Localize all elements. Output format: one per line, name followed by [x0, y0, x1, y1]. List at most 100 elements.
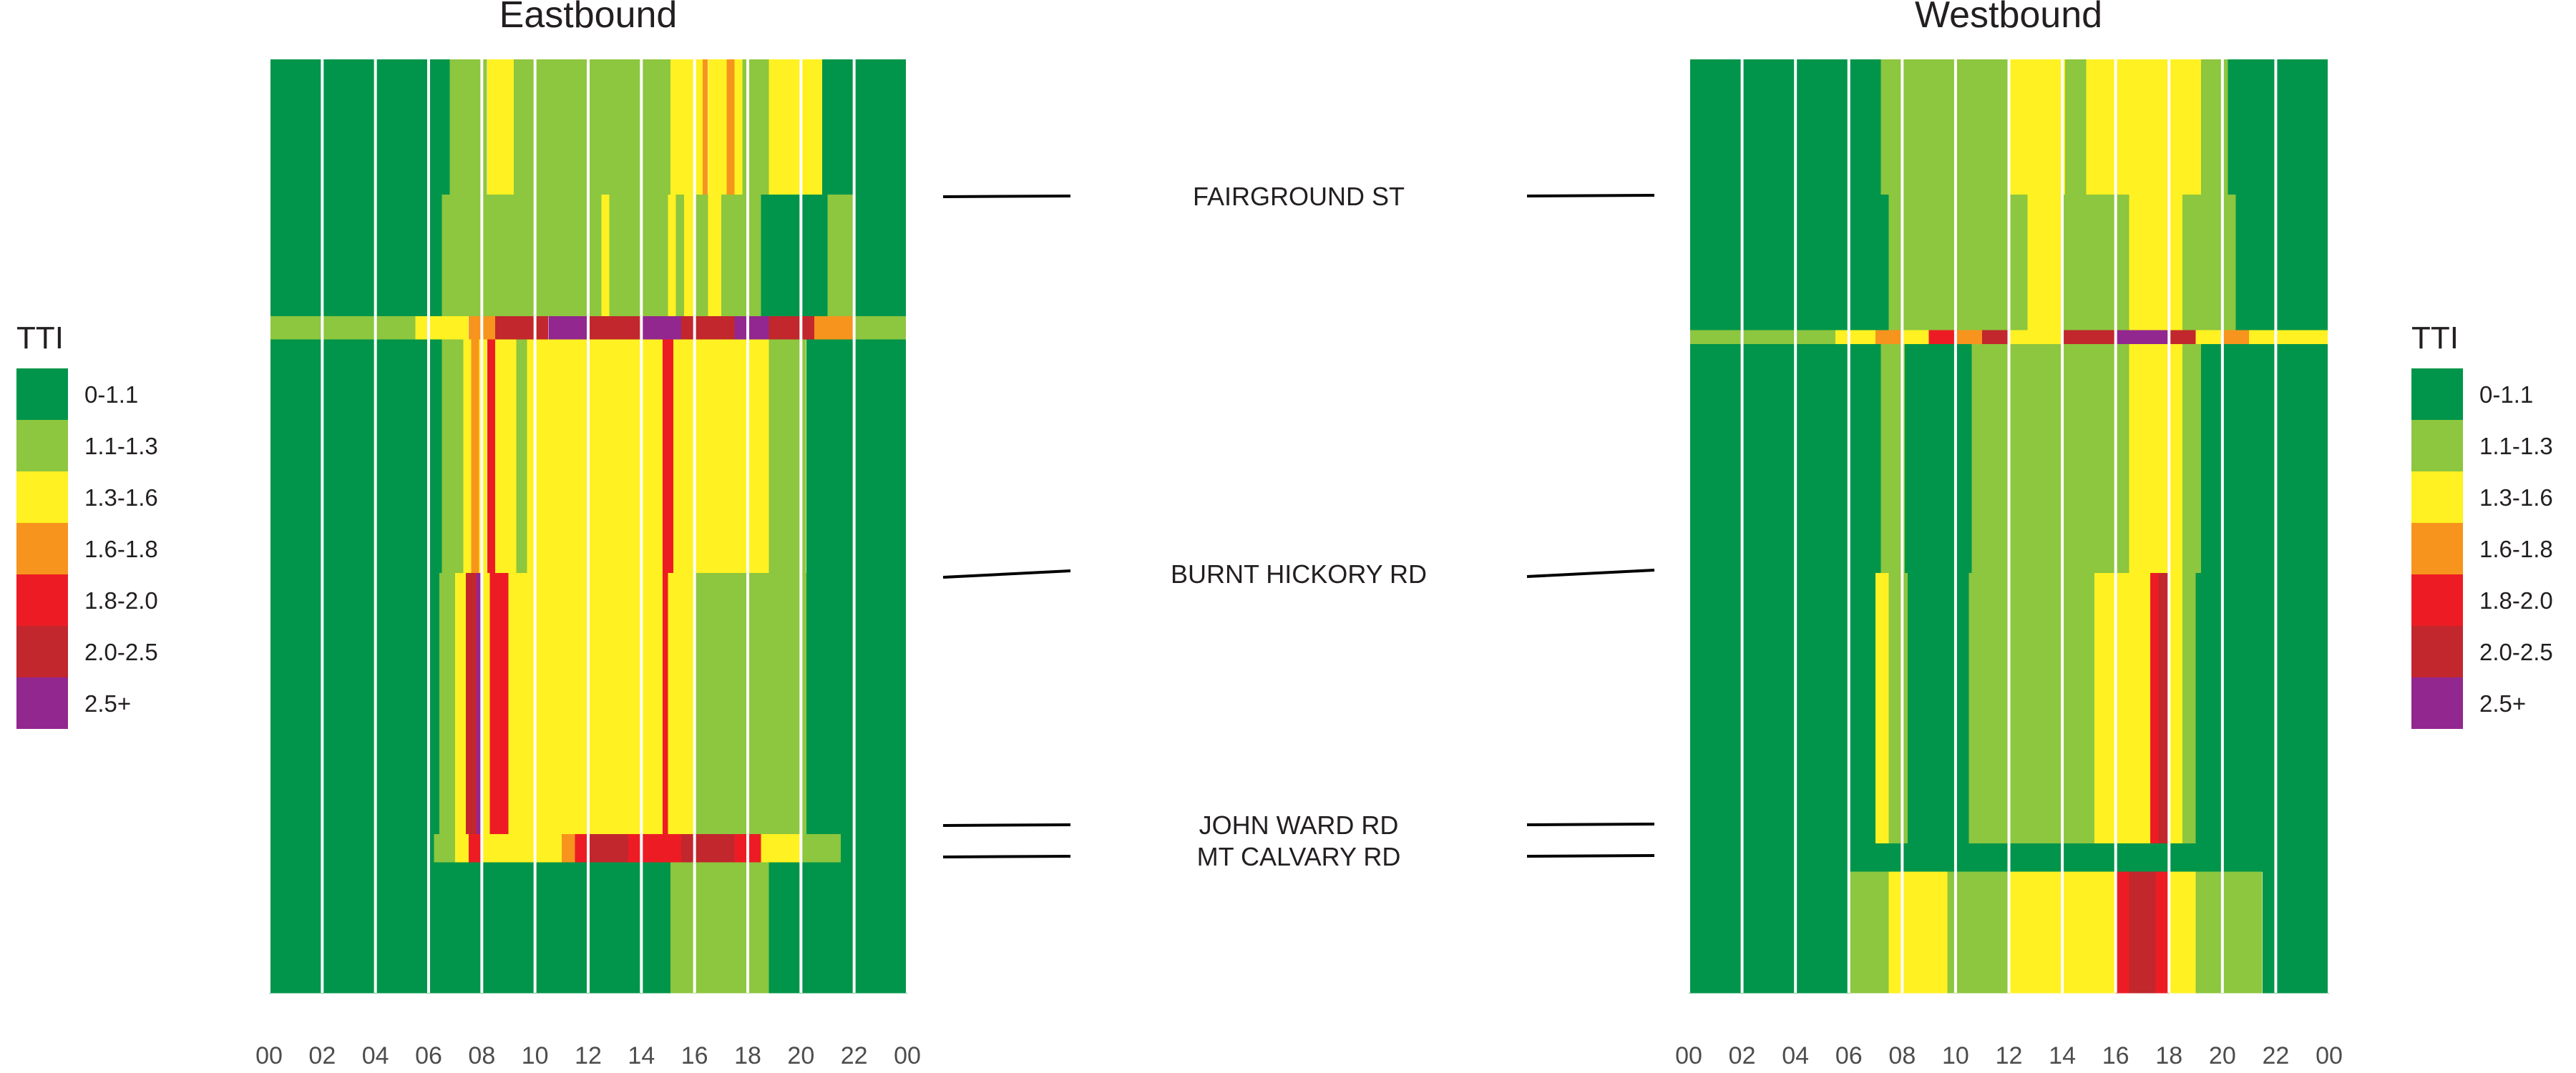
x-tick-label: 14 — [628, 1042, 655, 1069]
heatmap-cell — [468, 834, 482, 863]
heatmap-cell — [668, 572, 695, 835]
heatmap-cell — [2009, 330, 2063, 345]
heatmap-cell — [2182, 572, 2196, 844]
heatmap-cell — [471, 339, 479, 574]
legend-swatch — [2411, 574, 2463, 626]
legend-label: 1.1-1.3 — [84, 433, 158, 459]
heatmap-cell — [482, 834, 562, 863]
legend-label: 1.3-1.6 — [2479, 484, 2553, 511]
legend-label: 2.0-2.5 — [2479, 639, 2553, 665]
heatmap-cell — [670, 59, 703, 195]
legend-label: 2.5+ — [84, 690, 131, 717]
heatmap-cell — [434, 315, 469, 340]
heatmap-cell — [2195, 572, 2329, 844]
heatmap-cell — [761, 834, 801, 863]
heatmap-cell — [1971, 344, 2129, 574]
x-tick-label: 12 — [1996, 1042, 2023, 1069]
legend-label: 1.8-2.0 — [2479, 587, 2553, 614]
landmark-fairground-st: FAIRGROUND ST — [942, 182, 1655, 211]
panel-westbound: Westbound 00 02 04 06 08 10 12 14 16 18 20 22 00 — [1675, 0, 2343, 1069]
legend-swatch — [16, 471, 68, 523]
heatmap-cell — [2155, 871, 2170, 994]
heatmap-cell — [269, 572, 439, 835]
heatmap-cell — [2169, 871, 2196, 994]
heatmap-cell — [1968, 572, 2094, 844]
legend-label: 1.8-2.0 — [84, 587, 158, 614]
heatmap-cell — [769, 315, 814, 340]
landmark-label: BURNT HICKORY RD — [1171, 559, 1427, 589]
heatmap-cell — [1689, 871, 1849, 994]
heatmap-cell — [2027, 195, 2063, 330]
heatmap-cell — [734, 59, 743, 195]
heatmap-cell — [683, 195, 695, 317]
panel-title: Eastbound — [499, 0, 678, 36]
panel-title: Westbound — [1915, 0, 2102, 36]
heatmap-cell — [1905, 344, 1972, 574]
landmark-label: FAIRGROUND ST — [1193, 182, 1405, 211]
heatmap-cell — [1955, 330, 1983, 345]
x-tick-label: 06 — [1835, 1042, 1863, 1069]
heatmap-cell — [494, 339, 517, 574]
legend-label: 0-1.1 — [2479, 381, 2533, 408]
heatmap-cell — [2129, 195, 2182, 330]
landmark-mt-calvary-rd: MT CALVARY RD — [942, 842, 1655, 871]
legend-swatch — [16, 523, 68, 574]
heatmap-cell — [2228, 59, 2329, 195]
heatmap-cell — [2182, 344, 2201, 574]
heatmap-cell — [668, 195, 676, 317]
heatmap-cell — [516, 339, 527, 574]
heatmap-cell — [721, 195, 761, 317]
heatmap-cell — [2062, 195, 2129, 330]
legend-swatch — [2411, 420, 2463, 471]
x-tick-label: 18 — [2155, 1042, 2182, 1069]
heatmap-cell — [663, 339, 673, 574]
x-tick-label: 10 — [1942, 1042, 1969, 1069]
heatmap-cell — [1835, 330, 1875, 345]
landmark-label: MT CALVARY RD — [1197, 842, 1401, 871]
legend-swatch — [2411, 368, 2463, 420]
heatmap-cell — [702, 59, 708, 195]
heatmap-cell — [1689, 344, 1881, 574]
heatmap-cell — [2195, 330, 2223, 345]
heatmap-cell — [673, 339, 769, 574]
heatmap-cell — [1689, 572, 1875, 844]
heatmap-cell — [513, 59, 671, 195]
heatmap-cell — [2094, 572, 2151, 844]
heatmap-cell — [708, 195, 721, 317]
heatmap-cell — [588, 834, 628, 863]
leader-line-left — [942, 195, 1071, 198]
legend-title: TTI — [2411, 320, 2459, 356]
legend-label: 1.6-1.8 — [2479, 536, 2553, 562]
heatmap-cell — [663, 572, 668, 835]
x-tick-label: 04 — [1782, 1042, 1809, 1069]
heatmap-cell — [2201, 344, 2329, 574]
leader-line-left — [942, 569, 1071, 579]
legend-label: 2.0-2.5 — [84, 639, 158, 665]
heatmap-cell — [2235, 195, 2329, 330]
heatmap-cell — [2222, 330, 2250, 345]
x-tick-labels: 00 02 04 06 08 10 12 14 16 18 20 22 00 — [255, 1042, 921, 1069]
heatmap-cell — [609, 195, 668, 317]
heatmap-cell — [561, 834, 575, 863]
heatmap-cell — [1848, 871, 1889, 994]
leader-line-left — [942, 855, 1071, 858]
heatmap-cell — [1689, 59, 1881, 195]
heatmap-cell — [2169, 572, 2182, 844]
heatmap-cell — [269, 195, 442, 317]
heatmap-cell — [269, 834, 434, 863]
heatmap-cell — [2169, 330, 2196, 345]
heatmap-cell — [822, 59, 907, 195]
x-tick-label: 08 — [1888, 1042, 1916, 1069]
heatmap-cell — [708, 59, 727, 195]
heatmap-cell — [1880, 59, 2009, 195]
landmark-john-ward-rd: JOHN WARD RD — [942, 810, 1655, 840]
leader-line-right — [1526, 823, 1655, 826]
heatmap-cell — [2249, 330, 2329, 345]
x-tick-labels: 00 02 04 06 08 10 12 14 16 18 20 22 00 — [1675, 1042, 2343, 1069]
heatmap-cell — [2129, 344, 2182, 574]
x-tick-label: 22 — [841, 1042, 868, 1069]
heatmap-cell — [2115, 330, 2170, 345]
heatmap-cells — [269, 59, 907, 994]
heatmap-cell — [2115, 871, 2129, 994]
heatmap-cell — [1888, 572, 1908, 844]
